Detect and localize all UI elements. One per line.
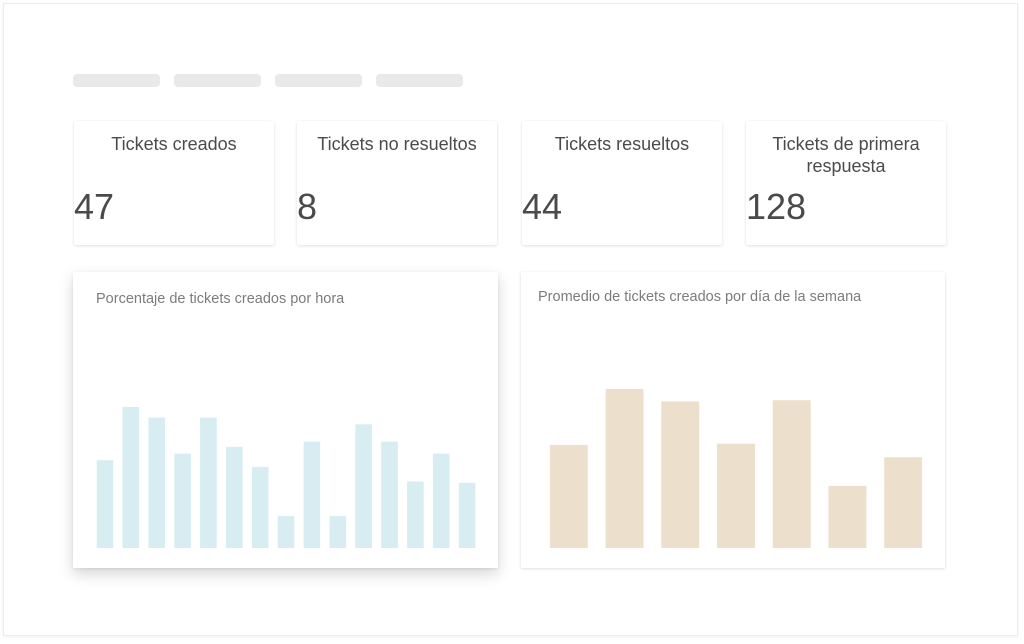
hourly-bar-6 bbox=[226, 446, 243, 548]
weekday-bar-chart bbox=[549, 389, 923, 548]
hourly-bar-chart bbox=[96, 407, 476, 548]
weekday-bar-1 bbox=[549, 444, 588, 548]
tab-placeholder-1[interactable] bbox=[73, 74, 160, 87]
hourly-bar-14 bbox=[432, 453, 450, 548]
hourly-bar-2 bbox=[122, 407, 140, 548]
stat-value-created: 47 bbox=[74, 186, 115, 227]
chart-title-hourly: Porcentaje de tickets creados por hora bbox=[96, 291, 345, 307]
stat-label: Tickets creados bbox=[111, 134, 237, 154]
stat-label: Tickets de primera respuesta bbox=[772, 134, 920, 176]
chart-title-weekday: Promedio de tickets creados por día de l… bbox=[538, 289, 862, 305]
tab-placeholder-2[interactable] bbox=[174, 74, 261, 87]
stat-label: Tickets no resueltos bbox=[317, 134, 477, 154]
tab-placeholders bbox=[73, 74, 463, 87]
stat-card-unresolved: Tickets no resueltos bbox=[297, 121, 497, 245]
weekday-bar-3 bbox=[661, 401, 700, 548]
weekday-bar-5 bbox=[772, 400, 811, 548]
weekday-bar-4 bbox=[717, 443, 755, 548]
weekday-bar-6 bbox=[828, 485, 867, 548]
hourly-bar-9 bbox=[303, 441, 321, 548]
stat-card-created: Tickets creados bbox=[74, 121, 274, 245]
hourly-bar-1 bbox=[96, 460, 114, 548]
hourly-bar-8 bbox=[277, 516, 295, 548]
hourly-bar-13 bbox=[407, 481, 424, 548]
hourly-bar-3 bbox=[148, 417, 165, 548]
tab-placeholder-4[interactable] bbox=[376, 74, 463, 87]
stat-value-unresolved: 8 bbox=[297, 186, 318, 227]
hourly-bar-12 bbox=[381, 441, 398, 548]
stat-value-first-response: 128 bbox=[746, 186, 807, 227]
stat-card-resolved: Tickets resueltos bbox=[522, 121, 722, 245]
hourly-bar-11 bbox=[355, 424, 372, 548]
tab-placeholder-3[interactable] bbox=[275, 74, 362, 87]
chart-panel-weekday: Promedio de tickets creados por día de l… bbox=[521, 272, 945, 568]
chart-panel-hourly: Porcentaje de tickets creados por hora bbox=[73, 272, 498, 568]
hourly-bar-15 bbox=[458, 482, 476, 548]
hourly-bar-10 bbox=[329, 516, 347, 548]
weekday-bar-2 bbox=[605, 389, 644, 548]
weekday-bar-7 bbox=[884, 457, 923, 548]
hourly-bar-7 bbox=[251, 466, 269, 548]
hourly-bar-5 bbox=[200, 417, 217, 548]
stat-label: Tickets resueltos bbox=[554, 134, 690, 154]
stat-card-first-response: Tickets de primera respuesta bbox=[746, 121, 946, 245]
hourly-bar-4 bbox=[174, 453, 191, 548]
stat-value-resolved: 44 bbox=[522, 186, 563, 227]
